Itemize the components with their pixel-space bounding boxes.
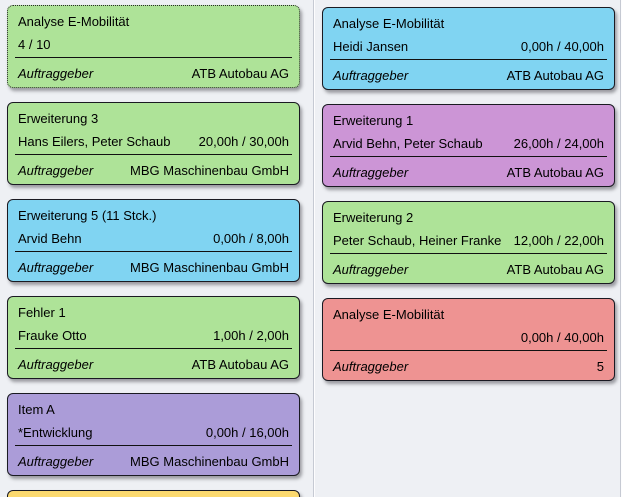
card-footer-value: 5 bbox=[596, 359, 604, 374]
card-footer-label: Auftraggeber bbox=[18, 454, 94, 469]
card-title: Erweiterung 2 bbox=[333, 210, 414, 225]
kanban-card[interactable]: Fehler 1 Frauke Otto 1,00h / 2,00h Auftr… bbox=[7, 296, 300, 379]
card-divider bbox=[15, 57, 292, 58]
card-footer-label: Auftraggeber bbox=[333, 262, 409, 277]
card-title: Erweiterung 5 (11 Stck.) bbox=[18, 208, 157, 223]
kanban-card[interactable] bbox=[7, 490, 300, 497]
card-footer-label: Auftraggeber bbox=[18, 260, 94, 275]
card-footer-value: ATB Autobau AG bbox=[191, 357, 289, 372]
card-footer-label: Auftraggeber bbox=[333, 165, 409, 180]
kanban-card[interactable]: Erweiterung 1 Arvid Behn, Peter Schaub 2… bbox=[322, 104, 615, 187]
card-divider bbox=[330, 156, 607, 157]
card-footer-label: Auftraggeber bbox=[333, 359, 409, 374]
card-assignees: Frauke Otto bbox=[18, 328, 87, 343]
card-footer-value: MBG Maschinenbau GmbH bbox=[130, 454, 289, 469]
card-hours: 20,00h / 30,00h bbox=[198, 134, 289, 149]
card-divider bbox=[330, 253, 607, 254]
card-divider bbox=[15, 445, 292, 446]
card-hours: 26,00h / 24,00h bbox=[513, 136, 604, 151]
card-assignees: Arvid Behn bbox=[18, 231, 82, 246]
card-footer-value: ATB Autobau AG bbox=[506, 262, 604, 277]
card-footer-value: ATB Autobau AG bbox=[506, 68, 604, 83]
card-divider bbox=[15, 154, 292, 155]
card-title: Erweiterung 3 bbox=[18, 111, 99, 126]
card-assignees: Heidi Jansen bbox=[333, 39, 409, 54]
card-assignees: Hans Eilers, Peter Schaub bbox=[18, 134, 171, 149]
card-hours: 0,00h / 40,00h bbox=[520, 330, 604, 345]
card-hours: 1,00h / 2,00h bbox=[213, 328, 289, 343]
kanban-card[interactable]: Analyse E-Mobilität 4 / 10 Auftraggeber … bbox=[7, 5, 300, 88]
kanban-card[interactable]: Erweiterung 2 Peter Schaub, Heiner Frank… bbox=[322, 201, 615, 284]
kanban-card[interactable]: Analyse E-Mobilität Heidi Jansen 0,00h /… bbox=[322, 7, 615, 90]
card-footer-label: Auftraggeber bbox=[18, 163, 94, 178]
card-hours: 0,00h / 40,00h bbox=[520, 39, 604, 54]
card-assignees: Arvid Behn, Peter Schaub bbox=[333, 136, 483, 151]
card-title: Item A bbox=[18, 402, 55, 417]
kanban-card[interactable]: Erweiterung 3 Hans Eilers, Peter Schaub … bbox=[7, 102, 300, 185]
card-footer-value: MBG Maschinenbau GmbH bbox=[130, 163, 289, 178]
card-title: Erweiterung 1 bbox=[333, 113, 414, 128]
kanban-column-left: Analyse E-Mobilität 4 / 10 Auftraggeber … bbox=[7, 5, 300, 497]
card-footer-label: Auftraggeber bbox=[18, 357, 94, 372]
card-title: Fehler 1 bbox=[18, 305, 66, 320]
kanban-card[interactable]: Item A *Entwicklung 0,00h / 16,00h Auftr… bbox=[7, 393, 300, 476]
card-hours: 0,00h / 8,00h bbox=[213, 231, 289, 246]
card-footer-value: MBG Maschinenbau GmbH bbox=[130, 260, 289, 275]
card-progress: 4 / 10 bbox=[18, 37, 51, 52]
column-divider bbox=[313, 0, 314, 497]
card-divider bbox=[15, 251, 292, 252]
card-title: Analyse E-Mobilität bbox=[18, 14, 130, 29]
card-hours: 0,00h / 16,00h bbox=[205, 425, 289, 440]
card-footer-value: ATB Autobau AG bbox=[191, 66, 289, 81]
kanban-card[interactable]: Erweiterung 5 (11 Stck.) Arvid Behn 0,00… bbox=[7, 199, 300, 282]
card-hours: 12,00h / 22,00h bbox=[513, 233, 604, 248]
card-title: Analyse E-Mobilität bbox=[333, 307, 445, 322]
card-footer-label: Auftraggeber bbox=[18, 66, 94, 81]
card-title: Analyse E-Mobilität bbox=[333, 16, 445, 31]
card-footer-label: Auftraggeber bbox=[333, 68, 409, 83]
card-divider bbox=[330, 59, 607, 60]
card-divider bbox=[15, 348, 292, 349]
kanban-card[interactable]: Analyse E-Mobilität 0,00h / 40,00h Auftr… bbox=[322, 298, 615, 381]
card-footer-value: ATB Autobau AG bbox=[506, 165, 604, 180]
card-divider bbox=[330, 350, 607, 351]
kanban-column-right: Analyse E-Mobilität Heidi Jansen 0,00h /… bbox=[322, 7, 615, 395]
card-assignees: Peter Schaub, Heiner Franke bbox=[333, 233, 502, 248]
card-assignees: *Entwicklung bbox=[18, 425, 93, 440]
right-edge-divider bbox=[620, 0, 621, 497]
column-divider-highlight bbox=[314, 0, 315, 497]
